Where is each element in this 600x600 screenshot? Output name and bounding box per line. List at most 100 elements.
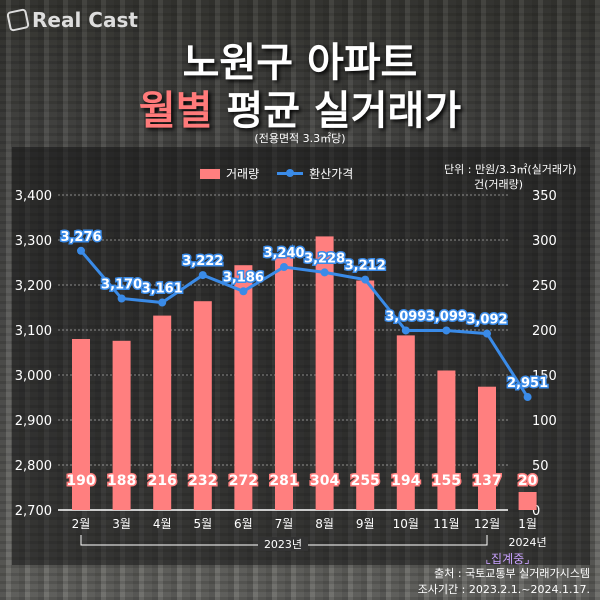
source: 출처 : 국토교통부 실거래가시스템 — [434, 567, 590, 580]
bar-value-label: 281 — [269, 473, 298, 489]
legend: 거래량 환산가격 — [200, 165, 353, 182]
price-point — [401, 326, 410, 335]
price-line — [79, 249, 529, 398]
pending-annotation: ⌞집계중⌟ — [485, 552, 529, 566]
x-tick-label: 10월 — [393, 517, 419, 531]
x-tick-label: 7월 — [275, 517, 294, 531]
bar-value-label: 304 — [310, 473, 339, 489]
title-rest: 평균 실거래가 — [212, 88, 462, 134]
x-tick-label: 9월 — [356, 517, 375, 531]
right-tick-label: 200 — [532, 324, 557, 339]
unit-line2: 건(거래량) — [474, 178, 524, 191]
left-tick-label: 3,100 — [15, 324, 52, 339]
bar-value-label: 272 — [229, 473, 258, 489]
price-point — [158, 298, 167, 307]
left-tick-label: 3,200 — [15, 279, 52, 294]
x-tick-label: 4월 — [153, 517, 172, 531]
left-tick-label: 3,400 — [15, 189, 52, 204]
price-value-label: 3,212 — [345, 259, 386, 274]
left-tick-label: 2,800 — [15, 459, 52, 474]
bar — [356, 280, 375, 510]
year-label-2024: 2024년 — [509, 536, 547, 549]
price-point — [280, 263, 288, 271]
period: 조사기간 : 2023.2.1.~2024.1.17. — [417, 583, 590, 596]
x-tick-label: 2월 — [72, 517, 91, 531]
title-highlight: 월별 — [138, 88, 213, 134]
price-value-label: 2,951 — [507, 376, 548, 391]
bar-value-label: 194 — [391, 473, 420, 489]
price-point — [320, 268, 329, 277]
brand-logo: Real Cast — [6, 8, 138, 32]
bar-value-label: 232 — [188, 473, 217, 489]
bar — [112, 340, 131, 510]
bar-value-label: 216 — [148, 473, 177, 489]
right-tick-label: 50 — [532, 459, 549, 474]
legend-line-label: 환산가격 — [309, 167, 354, 181]
left-tick-label: 3,000 — [15, 369, 52, 384]
bar-value-label: 20 — [518, 473, 538, 489]
bar — [437, 370, 456, 510]
x-tick-label: 6월 — [234, 517, 253, 531]
x-tick-label: 12월 — [474, 517, 500, 531]
x-tick-label: 8월 — [315, 517, 334, 531]
right-tick-label: 150 — [532, 369, 557, 384]
price-point — [77, 246, 85, 255]
right-tick-label: 100 — [532, 414, 557, 429]
price-value-label: 3,099 — [426, 309, 467, 324]
unit-line1: 단위 : 만원/3.3㎡(실거래가) — [444, 163, 577, 176]
bar-value-label: 137 — [472, 473, 501, 489]
price-point — [483, 329, 491, 338]
legend-bar-label: 거래량 — [226, 167, 260, 181]
bar-value-label: 190 — [66, 473, 95, 489]
x-tick-label: 5월 — [193, 517, 212, 531]
price-value-label: 3,240 — [263, 246, 304, 261]
price-value-label: 3,186 — [223, 270, 264, 285]
x-tick-label: 11월 — [433, 517, 459, 531]
price-value-label: 3,170 — [101, 278, 142, 293]
price-point — [198, 271, 207, 280]
x-tick-label: 1월 — [518, 517, 537, 531]
price-value-label: 3,161 — [142, 282, 183, 297]
bar — [193, 301, 212, 510]
legend-line-swatch — [277, 169, 304, 177]
right-tick-label: 250 — [532, 279, 557, 294]
bar — [275, 257, 293, 510]
bar — [234, 265, 253, 510]
bar — [315, 236, 334, 510]
bar — [518, 492, 537, 510]
legend-bar-swatch — [200, 168, 220, 179]
bar-value-label: 255 — [351, 473, 380, 489]
title-line1: 노원구 아파트 — [182, 40, 418, 86]
bar — [153, 315, 172, 510]
price-value-label: 3,276 — [60, 230, 101, 245]
right-tick-label: 300 — [532, 234, 557, 249]
title-line2: 월별 평균 실거래가 — [0, 78, 600, 136]
price-value-label: 3,092 — [466, 313, 507, 328]
price-value-label: 3,228 — [304, 251, 345, 266]
price-point — [239, 287, 248, 296]
bar-value-label: 188 — [107, 473, 136, 489]
left-tick-label: 2,700 — [15, 504, 52, 519]
price-point — [117, 294, 126, 303]
price-value-label: 3,099 — [385, 309, 426, 324]
unit-note: 단위 : 만원/3.3㎡(실거래가) 건(거래량) — [444, 162, 576, 192]
bar — [478, 386, 496, 510]
bar-value-label: 155 — [432, 473, 461, 489]
bar — [396, 335, 415, 510]
left-tick-label: 2,900 — [15, 414, 52, 429]
x-tick-label: 3월 — [112, 517, 131, 531]
right-tick-label: 0 — [532, 504, 540, 519]
price-point — [523, 393, 532, 402]
price-point — [442, 326, 451, 335]
price-point — [361, 275, 370, 284]
right-tick-label: 350 — [532, 189, 557, 204]
year-label-2023: 2023년 — [264, 538, 302, 551]
year-label-bg — [258, 537, 308, 551]
left-tick-label: 3,300 — [15, 234, 52, 249]
price-value-label: 3,222 — [182, 254, 223, 269]
subtitle: (전용면적 3.3㎡당) — [254, 132, 346, 145]
brand-name: Real Cast — [32, 8, 138, 32]
bar — [72, 339, 90, 510]
